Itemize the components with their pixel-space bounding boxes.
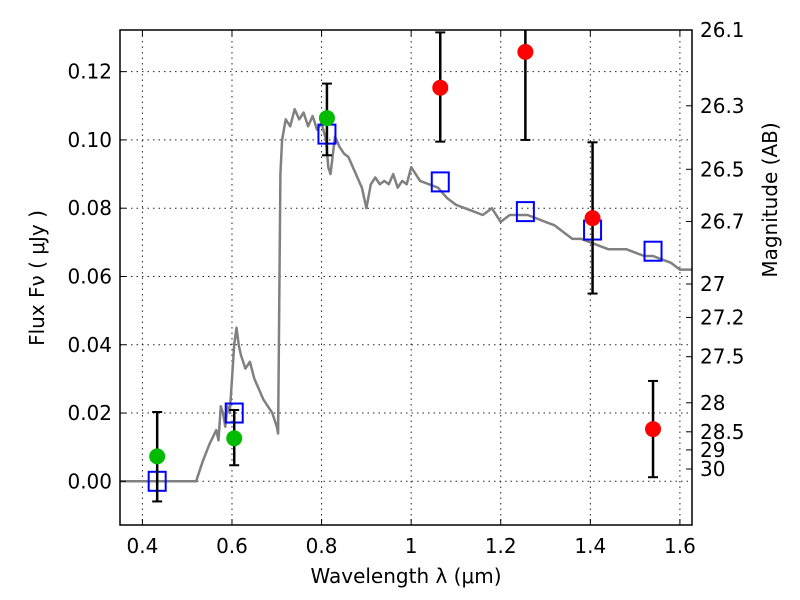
y-axis-right-title: Magnitude (AB) — [758, 122, 782, 277]
right-tick-label: 26.1 — [700, 18, 745, 42]
x-tick-label: 0.6 — [216, 534, 248, 558]
x-tick-label: 0.4 — [126, 534, 158, 558]
y-tick-label: 0.12 — [67, 60, 112, 84]
x-tick-label: 1.2 — [485, 534, 517, 558]
right-tick-label: 27.5 — [700, 345, 745, 369]
plot-frame — [119, 29, 693, 526]
model-point — [643, 240, 663, 262]
right-tick-label: 28 — [700, 391, 725, 415]
right-tick-label: 26.5 — [700, 157, 745, 181]
spectrum-line — [120, 107, 692, 483]
right-tick-label: 26.7 — [700, 210, 745, 234]
observed-point — [584, 210, 601, 227]
observed-point — [318, 110, 335, 127]
model-point — [515, 201, 535, 223]
axis-ticks: 0.4 0.6 0.8 1 1.2 1.4 1.6 0.00 0.02 0.04 0.06 0.08 0… — [67, 18, 744, 558]
y-axis-title: Flux Fν ( μJy ) — [25, 210, 49, 346]
right-tick-label: 27 — [700, 272, 725, 296]
right-tick-label: 29 — [700, 438, 725, 462]
right-tick-label: 28.5 — [700, 420, 745, 444]
model-point — [430, 171, 450, 193]
y-tick-label: 0.00 — [67, 469, 112, 493]
x-tick-label: 1.4 — [574, 534, 606, 558]
x-tick-label: 0.8 — [306, 534, 338, 558]
right-tick-label: 27.2 — [700, 305, 745, 329]
y-tick-label: 0.02 — [67, 401, 112, 425]
x-axis-title: Wavelength λ (μm) — [310, 564, 501, 588]
observed-point — [645, 421, 662, 438]
observed-point — [517, 43, 534, 60]
right-tick-label: 30 — [700, 457, 725, 481]
observed-point — [432, 79, 449, 96]
observed-point — [149, 448, 166, 465]
x-tick-label: 1.6 — [664, 534, 696, 558]
x-tick-label: 1 — [405, 534, 418, 558]
y-tick-label: 0.06 — [67, 264, 112, 288]
y-tick-label: 0.08 — [67, 196, 112, 220]
observed-point — [226, 430, 243, 447]
y-tick-label: 0.04 — [67, 333, 112, 357]
plot-area — [120, 30, 692, 503]
y-tick-label: 0.10 — [67, 128, 112, 152]
right-tick-label: 26.3 — [700, 94, 745, 118]
